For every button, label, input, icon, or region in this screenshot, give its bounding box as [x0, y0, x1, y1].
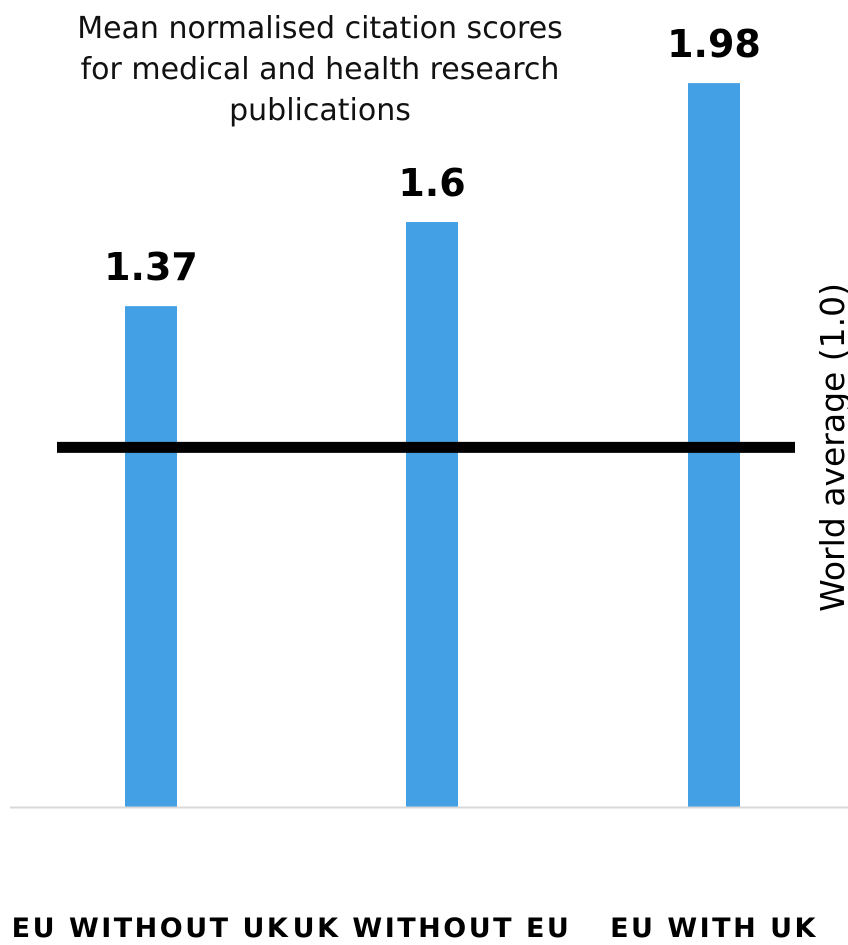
bar-2 — [406, 222, 458, 808]
data-label-3: 1.98 — [667, 22, 761, 66]
x-axis: EU WITHOUT UK UK WITHOUT EU EU WITH UK — [10, 806, 848, 944]
data-label-2: 1.6 — [398, 161, 465, 205]
x-tick-label-3: EU WITH UK — [610, 913, 818, 944]
bar-1 — [125, 306, 177, 807]
reference-line-group: World average (1.0) — [57, 283, 848, 612]
chart-title-line-2: for medical and health research — [80, 52, 560, 87]
data-labels-layer: 1.37 1.6 1.98 — [104, 22, 761, 289]
x-tick-label-2: UK WITHOUT EU — [293, 913, 572, 944]
x-tick-label-1: EU WITHOUT UK — [12, 913, 291, 944]
chart-title: Mean normalised citation scores for medi… — [40, 8, 600, 131]
chart-title-line-3: publications — [229, 93, 411, 128]
data-label-1: 1.37 — [104, 245, 198, 289]
world-average-label: World average (1.0) — [813, 283, 848, 612]
chart-title-line-1: Mean normalised citation scores — [77, 11, 563, 46]
